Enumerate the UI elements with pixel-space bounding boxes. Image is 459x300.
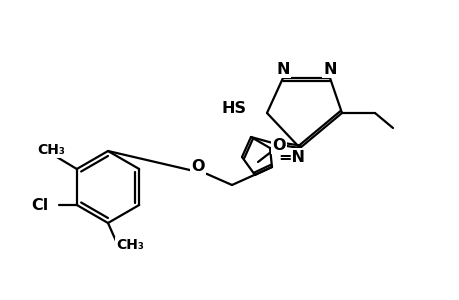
Text: N: N bbox=[293, 149, 306, 164]
Text: O: O bbox=[272, 137, 285, 152]
Text: N: N bbox=[323, 61, 336, 76]
Text: N: N bbox=[276, 61, 289, 76]
Text: CH₃: CH₃ bbox=[37, 143, 65, 157]
Text: =N: =N bbox=[278, 149, 305, 164]
Text: O: O bbox=[191, 158, 204, 173]
Text: CH₃: CH₃ bbox=[116, 238, 144, 252]
Text: HS: HS bbox=[222, 100, 246, 116]
Text: Cl: Cl bbox=[32, 197, 49, 212]
